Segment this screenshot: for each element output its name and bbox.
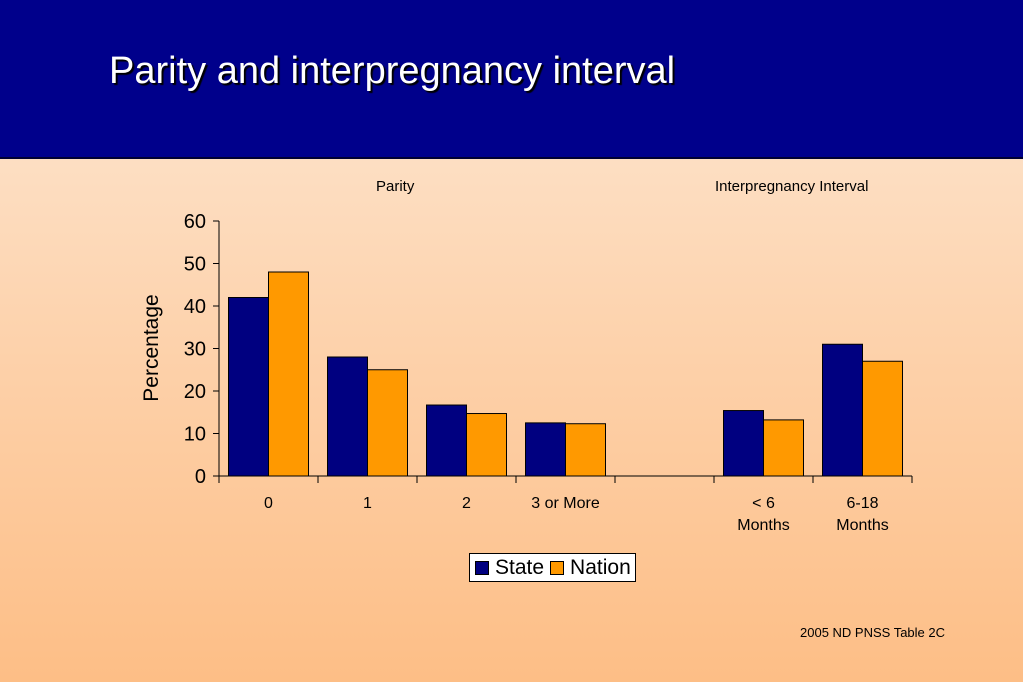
y-tick-label: 40 [184, 296, 206, 318]
legend-item-state: State [475, 556, 544, 580]
legend-label-nation: Nation [570, 555, 631, 579]
legend-swatch-nation [550, 560, 565, 575]
y-tick-label: 60 [184, 211, 206, 233]
y-tick-label: 20 [184, 381, 206, 403]
interval-group-label: Interpregnancy Interval [715, 178, 869, 195]
x-tick-label: 6-18 Months [836, 495, 888, 534]
bar-nation [466, 413, 507, 477]
x-tick-label: 0 [264, 495, 273, 512]
slide-title: Parity and interpregnancy interval [109, 50, 676, 92]
legend-swatch-state [475, 560, 489, 575]
bar-nation [565, 423, 606, 477]
x-tick-label: < 6 Months [737, 495, 789, 534]
parity-group-label: Parity [376, 178, 415, 195]
legend-item-nation: Nation [550, 556, 631, 580]
bar-state [228, 297, 269, 477]
bar-state [426, 404, 467, 477]
y-tick-label: 50 [184, 254, 206, 276]
x-tick-label: 1 [363, 495, 372, 512]
x-tick-label: 2 [462, 495, 471, 512]
source-note: 2005 ND PNSS Table 2C [800, 625, 946, 640]
y-tick-label: 10 [184, 424, 206, 446]
bar-nation [763, 419, 804, 477]
legend-label-state: State [495, 555, 545, 579]
bar-state [327, 356, 368, 477]
bar-nation [367, 369, 408, 477]
x-tick-label: 3 or More [531, 495, 600, 512]
bar-nation [862, 360, 903, 477]
chart-legend: State Nation [469, 553, 636, 582]
bar-nation [268, 271, 309, 477]
bar-state [822, 343, 863, 477]
y-axis-title: Percentage [140, 294, 163, 401]
y-tick-label: 0 [195, 466, 206, 488]
y-tick-label: 30 [184, 339, 206, 361]
bar-state [723, 410, 764, 477]
title-banner: Parity and interpregnancy interval [0, 0, 1023, 159]
bar-state [525, 422, 566, 477]
